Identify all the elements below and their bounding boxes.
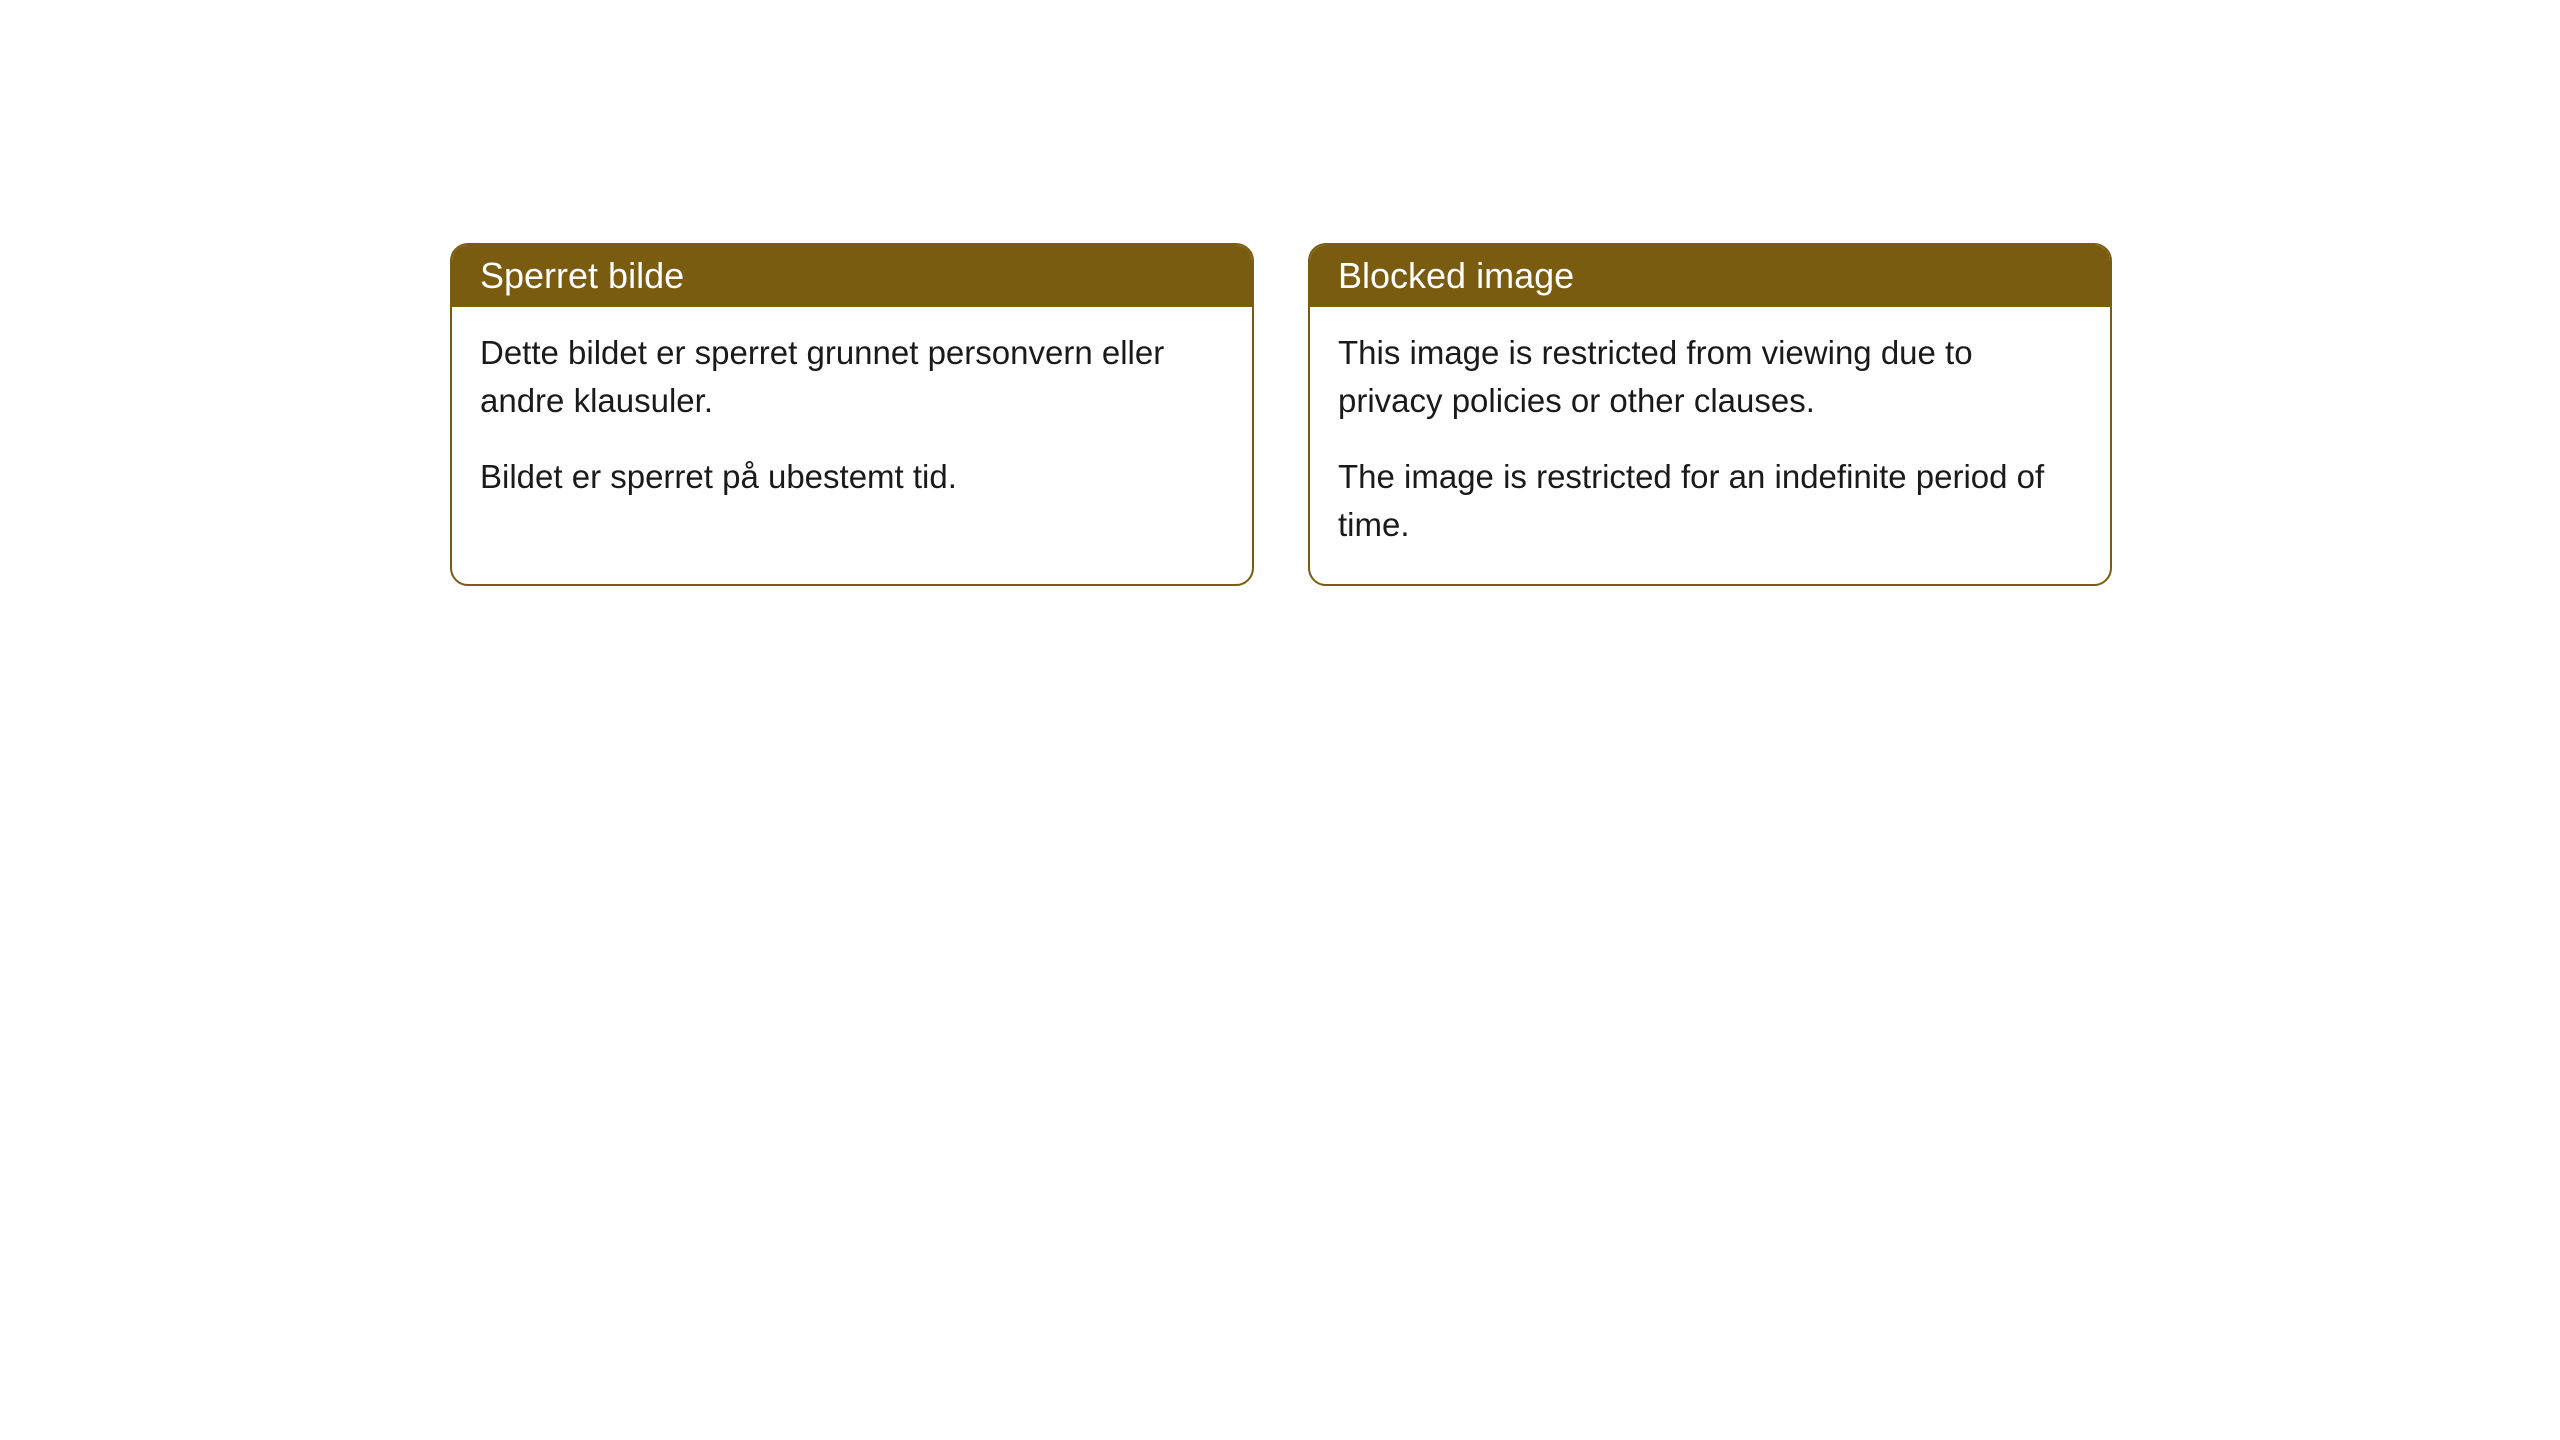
notice-title: Blocked image	[1338, 255, 1574, 296]
notice-cards-container: Sperret bilde Dette bildet er sperret gr…	[450, 243, 2112, 586]
notice-header-norwegian: Sperret bilde	[452, 245, 1252, 307]
notice-header-english: Blocked image	[1310, 245, 2110, 307]
notice-paragraph: Bildet er sperret på ubestemt tid.	[480, 453, 1224, 501]
notice-card-norwegian: Sperret bilde Dette bildet er sperret gr…	[450, 243, 1254, 586]
notice-paragraph: Dette bildet er sperret grunnet personve…	[480, 329, 1224, 425]
notice-body-norwegian: Dette bildet er sperret grunnet personve…	[452, 307, 1252, 537]
notice-body-english: This image is restricted from viewing du…	[1310, 307, 2110, 584]
notice-title: Sperret bilde	[480, 255, 684, 296]
notice-paragraph: The image is restricted for an indefinit…	[1338, 453, 2082, 549]
notice-card-english: Blocked image This image is restricted f…	[1308, 243, 2112, 586]
notice-paragraph: This image is restricted from viewing du…	[1338, 329, 2082, 425]
